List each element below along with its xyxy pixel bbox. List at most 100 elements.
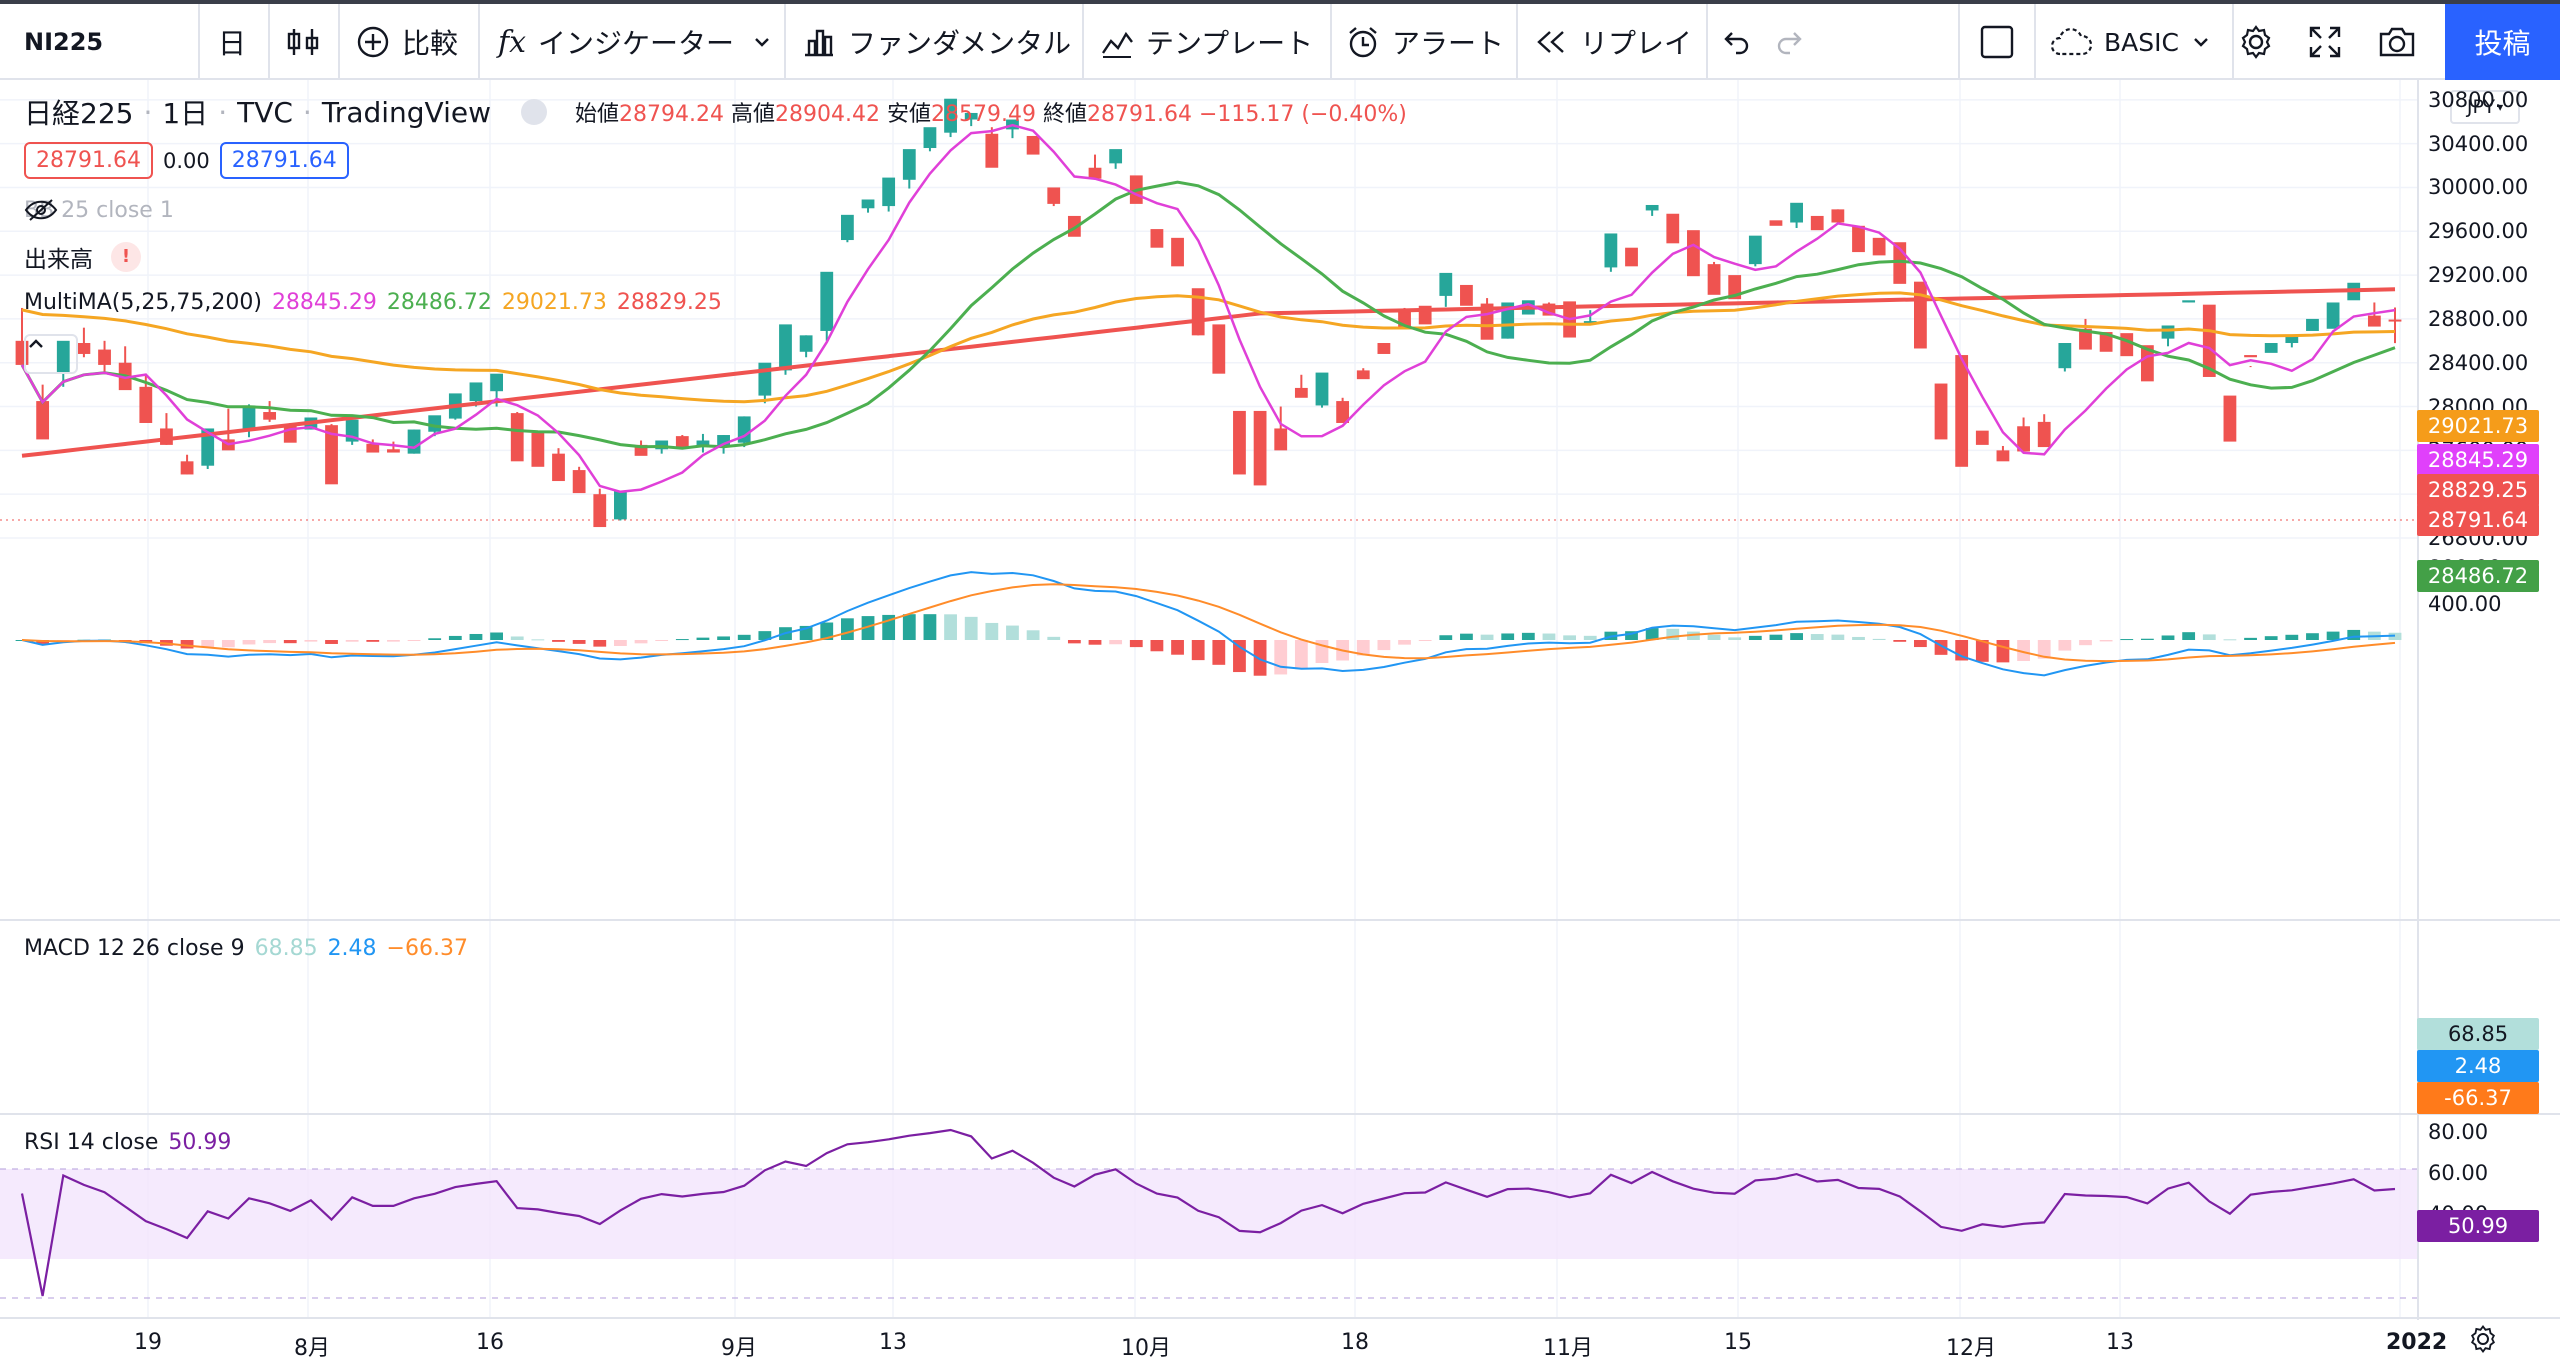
candle [923, 127, 937, 149]
macd-histogram-bar [180, 640, 194, 649]
alert-button[interactable]: アラート [1346, 4, 1504, 80]
macd-histogram-bar [1129, 640, 1143, 648]
candle [407, 429, 421, 454]
bid-price[interactable]: 28791.64 [24, 142, 153, 179]
replay-button[interactable]: リプレイ [1534, 4, 1692, 80]
collapse-legend-button[interactable] [24, 334, 78, 374]
screenshot-button[interactable] [2378, 4, 2416, 80]
fundamentals-button[interactable]: ファンダメンタル [802, 4, 1071, 80]
macd-histogram-bar [2326, 631, 2340, 640]
candle [1852, 225, 1865, 253]
candle [1336, 401, 1350, 423]
candle [1150, 229, 1164, 248]
macd-histogram-bar [655, 640, 669, 641]
macd-histogram-bar [2017, 640, 2030, 661]
toolbar-divider [2034, 4, 2036, 80]
collapse-dot-icon[interactable] [521, 99, 547, 125]
ask-price[interactable]: 28791.64 [219, 142, 349, 179]
macd-histogram-bar [964, 616, 978, 640]
candle [242, 405, 256, 431]
compare-button[interactable]: 比較 [356, 4, 458, 80]
candle [2388, 319, 2402, 322]
candle [1790, 202, 1803, 223]
candle [2264, 343, 2278, 353]
time-axis-label: 11月 [1543, 1336, 1593, 1361]
ma5-line [20, 123, 2396, 494]
macd-histogram-bar [985, 622, 999, 640]
warning-icon[interactable]: ! [111, 242, 141, 272]
rsi-legend[interactable]: RSI 14 close 50.99 [24, 1130, 232, 1155]
last-price-badge: 28791.64 [2417, 504, 2539, 536]
fullscreen-button[interactable] [2308, 4, 2342, 80]
indicators-button[interactable]: 𝑓x インジケーター [498, 4, 734, 80]
candle [902, 149, 916, 180]
bar-chart-icon [802, 25, 836, 59]
square-icon [1980, 25, 2014, 59]
chart-area[interactable]: 日経225 · 1日 · TVC · TradingView 始値28794.24 高… [0, 80, 2560, 1370]
macd-histogram-bar [428, 638, 442, 640]
macd-pane [15, 571, 2402, 677]
macd-histogram-bar [696, 637, 710, 640]
macd-histogram-bar [2347, 629, 2361, 640]
time-axis-label: 15 [1724, 1330, 1752, 1355]
fullscreen-icon [2308, 25, 2342, 59]
candle [1872, 237, 1886, 256]
toolbar-divider [1706, 4, 1708, 80]
chart-type-button[interactable] [286, 4, 320, 80]
fx-icon: 𝑓x [498, 24, 527, 60]
time-axis-label: 19 [134, 1330, 162, 1355]
macd-histogram-bar [469, 633, 483, 640]
candle [56, 340, 70, 374]
save-layout-button[interactable]: BASIC [2050, 4, 2211, 80]
macd-histogram-bar [1542, 633, 1556, 640]
candle [1501, 302, 1515, 339]
publish-button[interactable]: 投稿 [2445, 4, 2560, 80]
redo-icon [1774, 27, 1804, 57]
macd-histogram-bar [1810, 634, 1824, 640]
macd-histogram-bar [717, 636, 730, 640]
bb-legend[interactable]: BB 25 close 1 [24, 198, 184, 223]
macd-histogram-bar [510, 636, 524, 640]
redo-button[interactable] [1774, 4, 1804, 80]
macd-histogram-bar [2140, 638, 2154, 640]
candle [1294, 387, 1308, 398]
macd-legend[interactable]: MACD 12 26 close 9 68.85 2.48 −66.37 [24, 936, 468, 961]
layout-select-button[interactable] [1980, 4, 2014, 80]
toolbar-divider [268, 4, 270, 80]
candle [717, 435, 730, 446]
indicators-dropdown[interactable] [752, 4, 772, 80]
macd-histogram-bar [1233, 640, 1246, 673]
macd-histogram-bar [1563, 635, 1577, 640]
candle [1171, 237, 1184, 267]
candle [840, 214, 854, 241]
ma75-price-badge: 29021.73 [2417, 410, 2539, 442]
candle [2140, 345, 2154, 382]
candle [1315, 372, 1329, 406]
spread-value: 0.00 [162, 148, 210, 173]
price-axis-label: 29600.00 [2428, 219, 2529, 244]
chevron-down-icon: ▾ [2497, 100, 2504, 114]
symbol-search[interactable]: NI225 [24, 28, 104, 56]
settings-button[interactable] [2236, 4, 2276, 80]
volume-legend[interactable]: 出来高! [24, 240, 141, 274]
time-axis-label: 16 [476, 1330, 504, 1355]
currency-selector[interactable]: JPY ▾ [2450, 90, 2520, 124]
macd-histogram-bar [572, 640, 586, 644]
rsi-axis-label: 60.00 [2428, 1161, 2489, 1185]
undo-button[interactable] [1722, 4, 1752, 80]
chart-settings-button[interactable] [2468, 1324, 2508, 1364]
replay-label: リプレイ [1580, 27, 1693, 60]
interval-button[interactable]: 日 [218, 4, 246, 80]
templates-button[interactable]: テンプレート [1100, 4, 1313, 80]
chart-canvas[interactable] [0, 80, 2560, 1370]
macd-histogram-bar [448, 635, 462, 640]
candle [1026, 135, 1040, 155]
candle [1748, 235, 1762, 265]
multima-legend[interactable]: MultiMA(5,25,75,200) 28845.29 28486.72 2902… [24, 290, 722, 315]
candle [1955, 355, 1969, 467]
macd-histogram-bar [1687, 631, 1700, 640]
candle [1356, 370, 1370, 380]
candle [820, 271, 834, 331]
candle [2099, 332, 2113, 352]
